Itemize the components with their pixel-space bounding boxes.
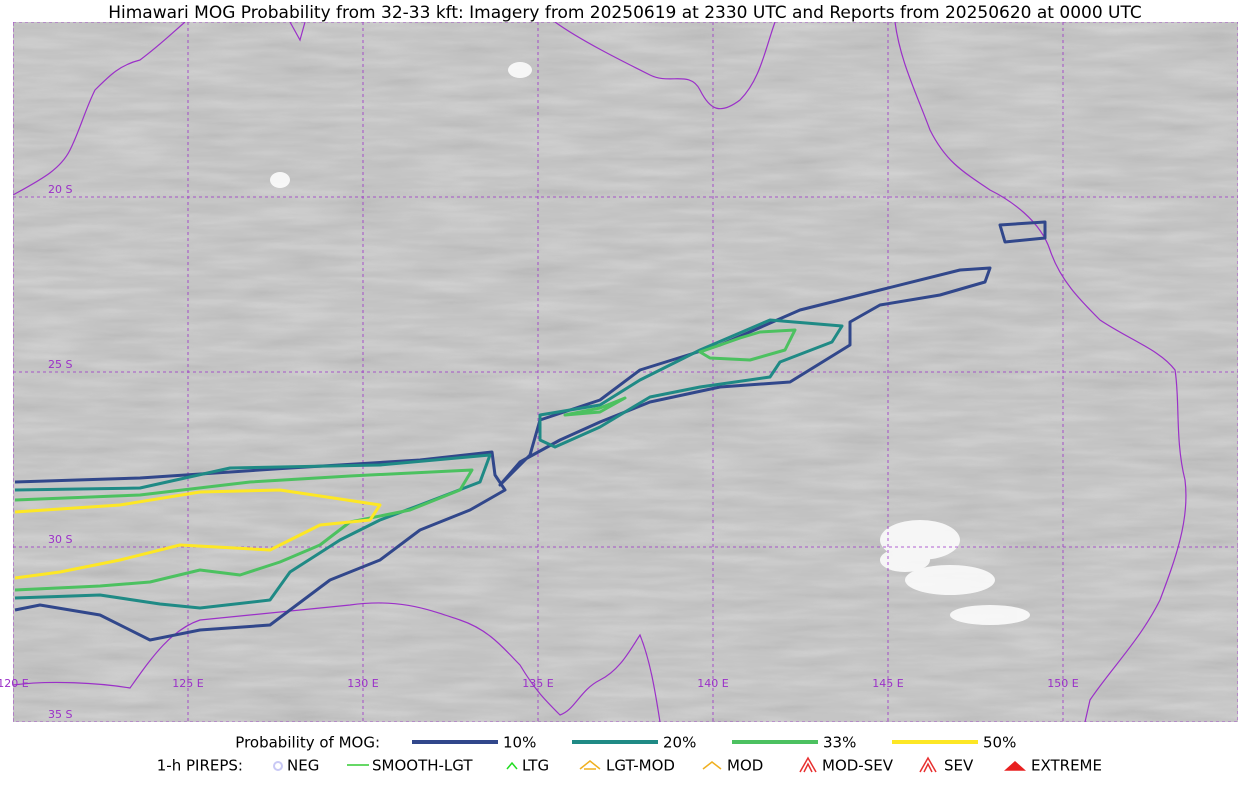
legend-label: LGT-MOD xyxy=(606,757,675,775)
lat-label: 25 S xyxy=(48,358,72,371)
probability-contour xyxy=(14,488,382,580)
lat-label: 30 S xyxy=(48,533,72,546)
probability-contour xyxy=(14,450,507,642)
legend-label: MOD xyxy=(727,757,763,775)
legend-label: NEG xyxy=(287,757,319,775)
legend-label: MOD-SEV xyxy=(822,757,894,775)
lon-label: 130 E xyxy=(347,677,378,690)
map xyxy=(13,22,1238,722)
contours xyxy=(14,220,1047,642)
lat-label: 35 S xyxy=(48,708,72,721)
legend-label: 10% xyxy=(503,734,536,752)
legend-label: SEV xyxy=(944,757,974,775)
legend: Probability of MOG: 10% 20% 33% 50% 1-h PIREP… xyxy=(157,734,1102,775)
geo-labels: 20 S 25 S 30 S 35 S 120 E 125 E 130 E 135 E 140 … xyxy=(0,183,1079,721)
pirep-icon xyxy=(799,756,817,773)
pirep-icon xyxy=(919,756,937,773)
legend-label: 50% xyxy=(983,734,1016,752)
legend-label: SMOOTH-LGT xyxy=(372,757,473,775)
pirep-icon xyxy=(506,761,518,770)
probability-contour xyxy=(14,453,492,610)
pirep-icon xyxy=(273,761,283,771)
probability-contour xyxy=(998,220,1047,244)
lat-label: 20 S xyxy=(48,183,72,196)
title: Himawari MOG Probability from 32-33 kft:… xyxy=(108,3,1142,23)
pirep-icon xyxy=(702,761,722,770)
probability-contour xyxy=(538,318,844,449)
coastline xyxy=(13,22,1187,722)
legend-title: Probability of MOG: xyxy=(235,734,380,752)
probability-contour xyxy=(563,396,627,417)
lon-label: 150 E xyxy=(1047,677,1078,690)
lon-label: 145 E xyxy=(872,677,903,690)
probability-contour xyxy=(698,328,797,362)
lon-label: 125 E xyxy=(172,677,203,690)
legend-label: LTG xyxy=(522,757,549,775)
lon-label: 140 E xyxy=(697,677,728,690)
lon-label: 120 E xyxy=(0,677,29,690)
pirep-icon xyxy=(579,760,601,770)
pirep-icon xyxy=(1004,760,1026,771)
legend-label: 33% xyxy=(823,734,856,752)
lon-label: 135 E xyxy=(522,677,553,690)
legend-label: EXTREME xyxy=(1031,757,1102,775)
legend-title: 1-h PIREPS: xyxy=(157,757,243,775)
cloud-patch xyxy=(270,62,1030,625)
legend-label: 20% xyxy=(663,734,696,752)
